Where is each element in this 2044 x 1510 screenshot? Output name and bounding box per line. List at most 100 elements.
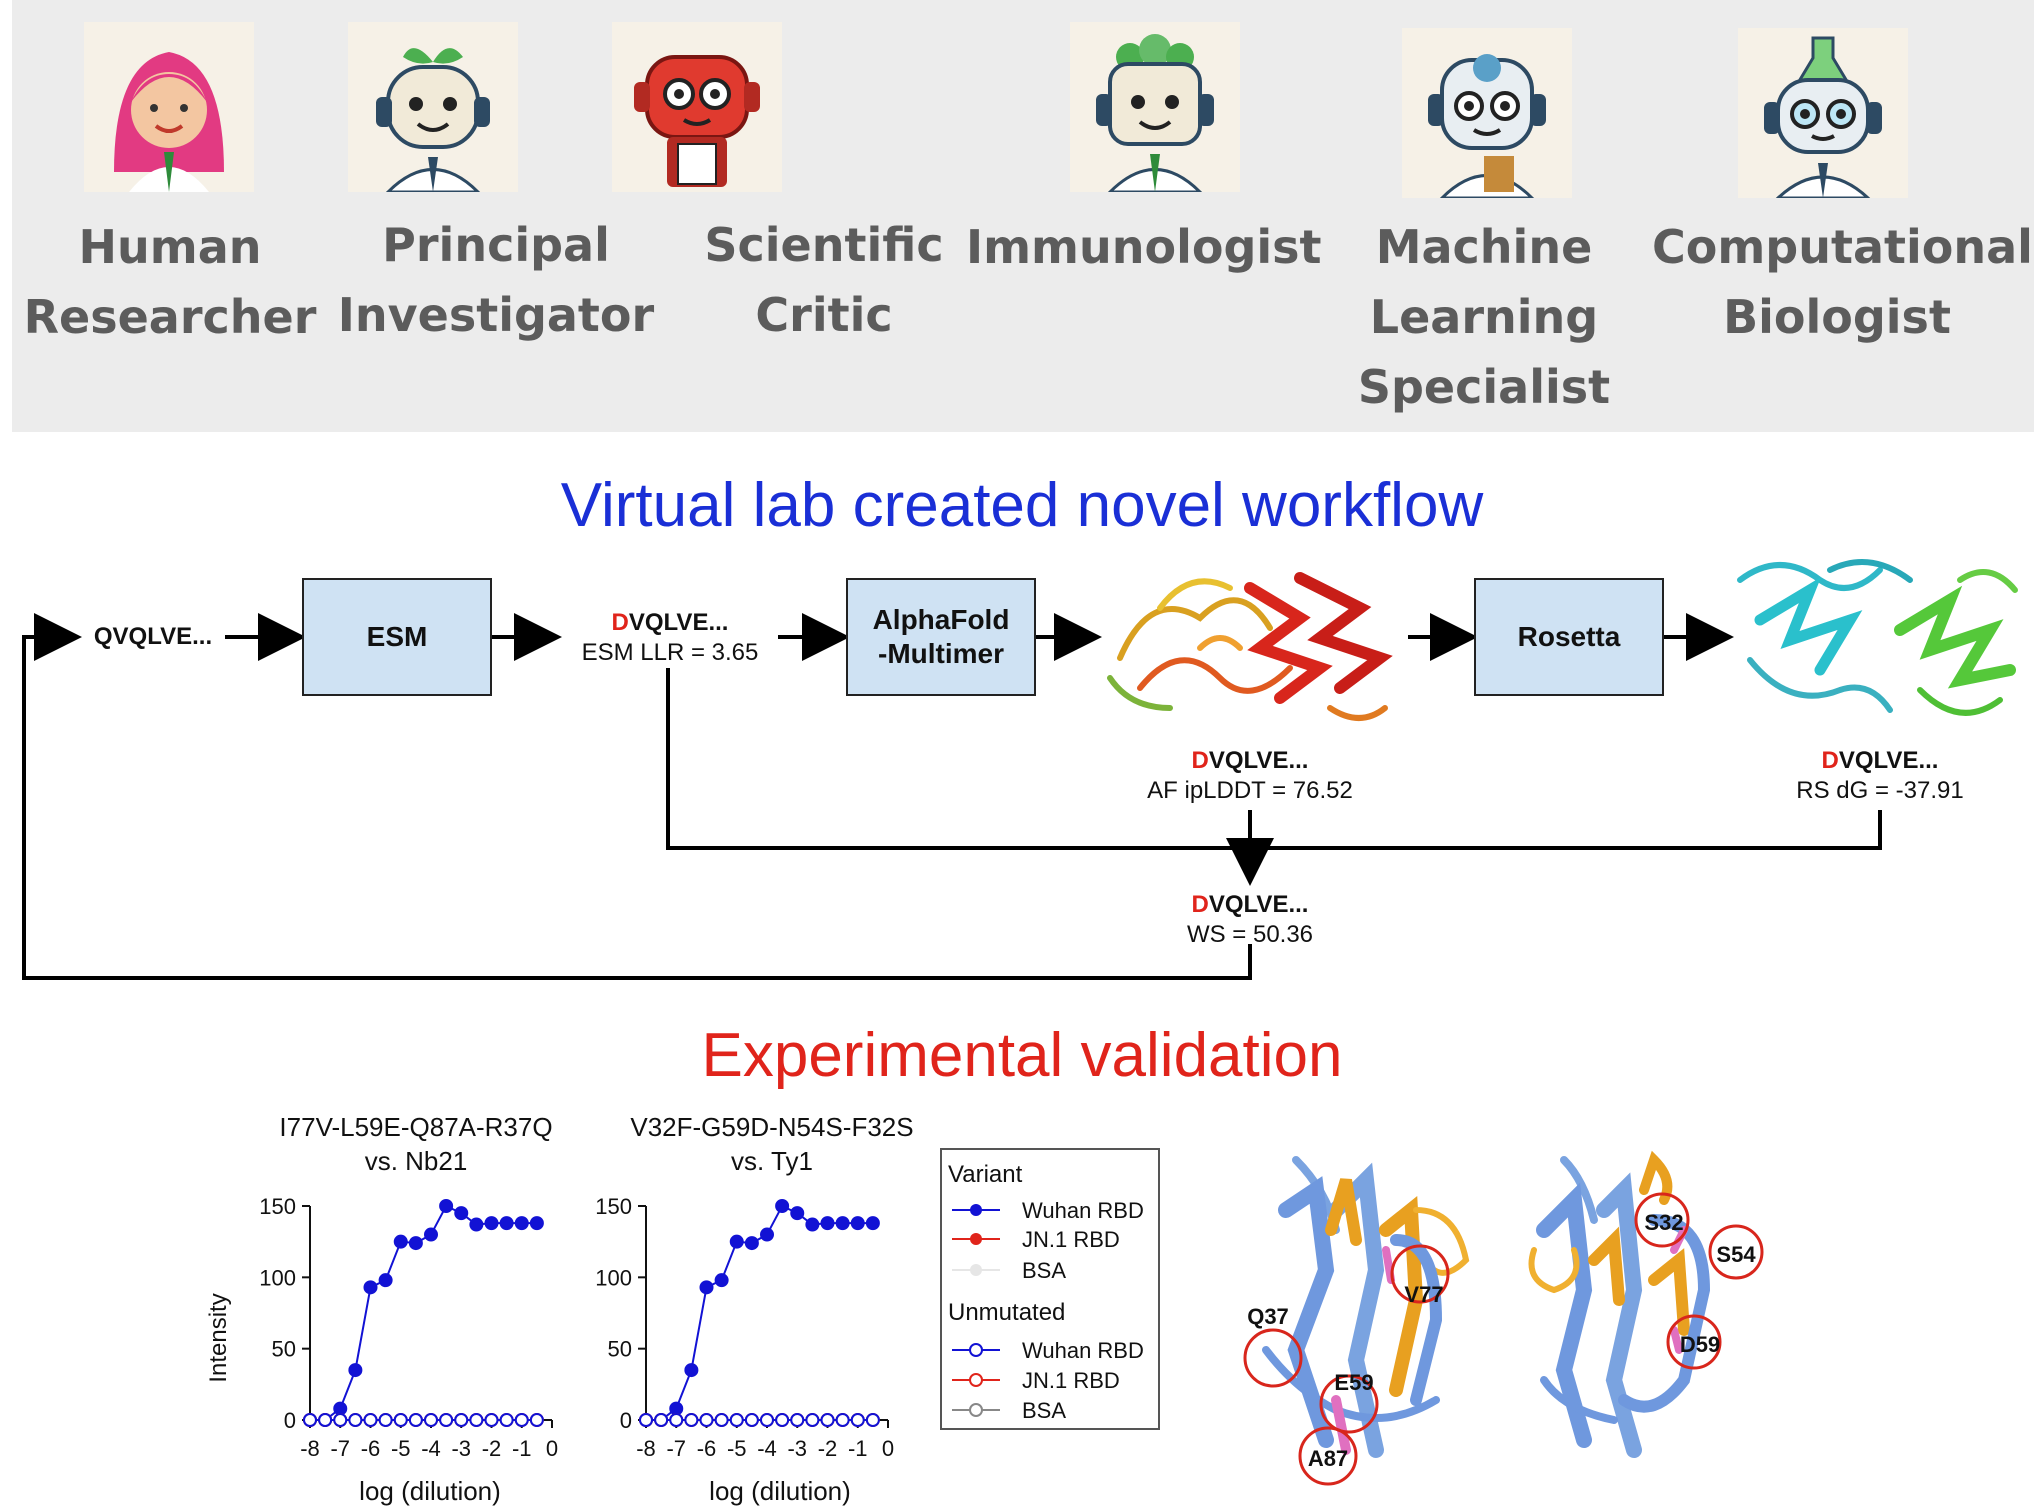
chart-2-x-tick-label: -1	[848, 1436, 868, 1461]
chart-1-data-point	[393, 1413, 408, 1427]
chart-2-x-tick-label: -4	[757, 1436, 777, 1461]
legend-item: JN.1 RBD	[1022, 1368, 1120, 1393]
chart-1-data-point	[333, 1401, 348, 1416]
start-sequence: QVQLVE...	[78, 622, 228, 652]
role-line: Immunologist	[966, 220, 1322, 274]
chart-2-data-point	[714, 1413, 729, 1427]
seq-rest: VQLVE...	[1208, 891, 1309, 918]
chart-1-data-point	[454, 1206, 469, 1221]
chart-2-data-point	[835, 1413, 850, 1427]
legend-unmutated-header: Unmutated	[948, 1299, 1065, 1326]
legend-swatch-jn1-unmutated	[969, 1373, 983, 1387]
residue-label: D59	[1680, 1332, 1720, 1357]
chart-1-x-tick-label: -8	[300, 1436, 320, 1461]
alphafold-label-2: -Multimer	[878, 638, 1004, 669]
role-line: Biologist	[1723, 290, 1951, 344]
chart-1-data-point	[408, 1413, 423, 1427]
nanobody-structure-left-icon: V77 Q37 E59 A87	[1243, 1156, 1470, 1486]
residue-label: Q37	[1247, 1304, 1289, 1329]
alphafold-output: DVQLVE... AF ipLDDT = 76.52	[1110, 746, 1390, 806]
chart-2-data-point	[744, 1413, 759, 1427]
chart-1-data-point	[484, 1216, 499, 1231]
chart-2-data-point	[714, 1273, 729, 1288]
role-line: Specialist	[1357, 360, 1611, 414]
chart-1-data-point	[424, 1413, 438, 1427]
chart-2-data-point	[669, 1413, 684, 1427]
chart-2-data-point	[775, 1199, 790, 1213]
chart-2-data-point	[669, 1401, 684, 1416]
residue-label: S54	[1716, 1242, 1756, 1267]
chart-2-y-tick-label: 150	[595, 1194, 632, 1219]
chart-2-y-tick-label: 0	[620, 1408, 632, 1433]
chart-1-x-tick-label: -6	[361, 1436, 381, 1461]
esm-box: ESM	[302, 578, 492, 696]
workflow-connectors	[22, 613, 1882, 980]
chart-1-data-point	[454, 1413, 469, 1427]
chart-1-data-point	[424, 1227, 438, 1242]
role-line: Investigator	[337, 288, 655, 342]
chart-1-x-tick-label: -2	[482, 1436, 502, 1461]
chart-2-data-point	[684, 1413, 699, 1427]
workflow-title: Virtual lab created novel workflow	[560, 471, 1484, 540]
residue-label: V77	[1404, 1282, 1443, 1307]
rosetta-structure-icon	[1737, 559, 2018, 716]
chart-2-data-point	[760, 1227, 774, 1242]
chart-1-axes: -8 -7 -6 -5 -4 -3 -2 -1 0 0 50 100 150	[259, 1194, 558, 1461]
chart-1-data-point	[378, 1413, 393, 1427]
af-score: AF ipLDDT = 76.52	[1147, 777, 1353, 804]
chart-2-xlabel: log (dilution)	[709, 1476, 851, 1506]
chart-2-x-tick-label: -3	[787, 1436, 807, 1461]
role-scientific-critic: Scientific Critic	[654, 210, 994, 350]
chart-2-title-line2: vs. Ty1	[731, 1146, 813, 1176]
chart-1-y-tick-label: 50	[272, 1337, 296, 1362]
chart-1-data-point	[439, 1413, 454, 1427]
rosetta-output: DVQLVE... RS dG = -37.91	[1740, 746, 2020, 806]
chart-2-series-line-0	[646, 1204, 873, 1421]
chart-2-marks	[639, 1199, 880, 1427]
chart-2-x-tick-label: -5	[727, 1436, 747, 1461]
chart-2-x-tick-label: 0	[882, 1436, 894, 1461]
nanobody-structure-right-icon: S32 S54 D59	[1528, 1150, 1764, 1458]
chart-2-data-point	[865, 1216, 880, 1231]
chart-2-y-tick-label: 100	[595, 1265, 632, 1290]
rosetta-output-seq: DVQLVE...	[1740, 746, 2020, 776]
chart-1-data-point	[363, 1280, 378, 1295]
chart-1-data-point	[529, 1413, 544, 1427]
chart-2-data-point	[699, 1413, 714, 1427]
role-computational-biologist: Computational Biologist	[1652, 212, 2033, 352]
chart-2-data-point	[805, 1413, 820, 1427]
chart-1-data-point	[529, 1216, 544, 1231]
esm-output: DVQLVE... ESM LLR = 3.65	[560, 608, 780, 668]
chart-1: I77V-L59E-Q87A-R37Q vs. Nb21 Intensity l…	[205, 1112, 558, 1506]
chart-1-data-point	[363, 1413, 378, 1427]
chart-1-xlabel: log (dilution)	[359, 1476, 501, 1506]
chart-1-data-point	[348, 1363, 363, 1378]
chart-2-x-tick-label: -6	[697, 1436, 717, 1461]
chart-1-data-point	[408, 1236, 423, 1251]
machine-learning-specialist-avatar-icon	[1402, 28, 1572, 198]
chart-1-ylabel: Intensity	[205, 1293, 232, 1382]
esm-label: ESM	[366, 621, 428, 652]
chart-2-x-tick-label: -2	[818, 1436, 838, 1461]
immunologist-avatar-icon	[1070, 22, 1240, 192]
chart-2-data-point	[850, 1216, 865, 1231]
chart-2-data-point	[820, 1413, 835, 1427]
chart-1-x-tick-label: -4	[421, 1436, 441, 1461]
chart-2-data-point	[790, 1413, 805, 1427]
chart-2-data-point	[835, 1216, 850, 1231]
legend-item: BSA	[1022, 1398, 1066, 1423]
validation-title: Experimental validation	[701, 1021, 1343, 1090]
chart-2-y-tick-label: 50	[608, 1337, 632, 1362]
chart-1-data-point	[378, 1273, 393, 1288]
alphafold-output-seq: DVQLVE...	[1110, 746, 1390, 776]
chart-1-title-line1: I77V-L59E-Q87A-R37Q	[279, 1112, 552, 1142]
seq-rest: VQLVE...	[628, 609, 729, 636]
ws-output-seq: DVQLVE...	[1110, 890, 1390, 920]
chart-2-data-point	[639, 1413, 653, 1427]
chart-2-data-point	[760, 1413, 774, 1427]
legend-swatch-wuhan-unmutated	[969, 1343, 983, 1357]
chart-1-series-line-0	[310, 1204, 537, 1421]
human-researcher-avatar-icon	[84, 22, 254, 192]
role-human-researcher: Human Researcher	[0, 212, 340, 352]
chart-1-data-point	[469, 1217, 484, 1232]
